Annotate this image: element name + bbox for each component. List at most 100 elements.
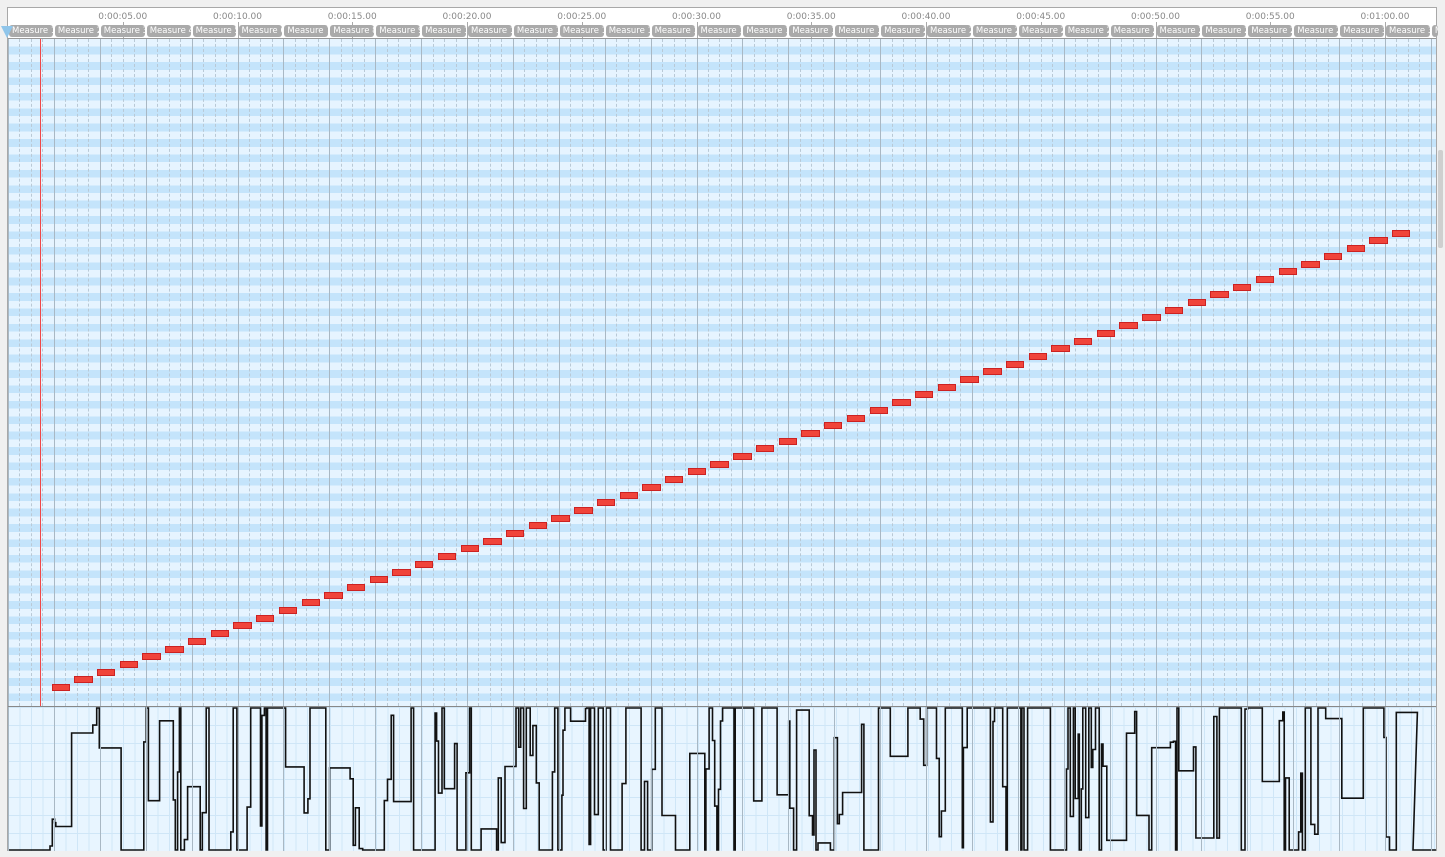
- measure-label[interactable]: Measure 14: [605, 25, 650, 37]
- measure-label[interactable]: Measure 16: [697, 25, 742, 37]
- measure-label[interactable]: Measure 28: [1248, 25, 1293, 37]
- measure-label[interactable]: Measure 8: [330, 25, 375, 37]
- note[interactable]: [142, 653, 161, 661]
- measure-label[interactable]: Measure 25: [1110, 25, 1155, 37]
- note[interactable]: [256, 614, 275, 622]
- measure-label[interactable]: Measure 4: [146, 25, 191, 37]
- measure-label[interactable]: Measure 23: [1018, 25, 1063, 37]
- note[interactable]: [960, 376, 979, 383]
- note[interactable]: [460, 545, 479, 553]
- note[interactable]: [1051, 345, 1070, 353]
- measure-label[interactable]: Measure 2: [54, 25, 99, 37]
- measure-label[interactable]: Measure 24: [1064, 25, 1109, 37]
- note[interactable]: [506, 530, 525, 537]
- note[interactable]: [1074, 337, 1093, 345]
- note[interactable]: [778, 437, 798, 445]
- note[interactable]: [846, 414, 866, 422]
- note[interactable]: [619, 491, 638, 499]
- note[interactable]: [1028, 352, 1047, 360]
- measure-label[interactable]: Measure 10: [422, 25, 466, 37]
- measure-label[interactable]: Measure 32: [1431, 25, 1438, 37]
- note[interactable]: [1392, 229, 1411, 237]
- note[interactable]: [1210, 291, 1229, 299]
- note[interactable]: [1005, 360, 1025, 368]
- note[interactable]: [937, 383, 957, 391]
- note[interactable]: [755, 445, 775, 453]
- note[interactable]: [596, 499, 616, 507]
- note[interactable]: [369, 576, 389, 584]
- measure-label[interactable]: Measure 30: [1340, 25, 1384, 37]
- note[interactable]: [278, 607, 298, 614]
- note[interactable]: [210, 630, 229, 638]
- measure-label[interactable]: Measure 17: [743, 25, 788, 37]
- measure-label[interactable]: Measure 20: [881, 25, 925, 37]
- note[interactable]: [437, 553, 457, 561]
- measure-label[interactable]: Measure 18: [789, 25, 834, 37]
- note[interactable]: [801, 429, 820, 437]
- note[interactable]: [1142, 314, 1161, 322]
- controller-lane[interactable]: [8, 706, 1436, 851]
- note[interactable]: [187, 637, 207, 645]
- note[interactable]: [528, 522, 548, 530]
- measure-label[interactable]: Measure 12: [513, 25, 558, 37]
- beat-line: [868, 39, 870, 706]
- measure-label[interactable]: Measure 15: [651, 25, 696, 37]
- measure-label[interactable]: Measure 13: [559, 25, 604, 37]
- note[interactable]: [914, 391, 934, 399]
- note[interactable]: [51, 684, 70, 691]
- timeline-ruler[interactable]: 0:00:05.00 0:00:10.00 0:00:15.00 0:00:20.00…: [8, 8, 1438, 39]
- measure-label[interactable]: Measure 29: [1294, 25, 1339, 37]
- measure-label[interactable]: Measure 26: [1156, 25, 1201, 37]
- note[interactable]: [97, 668, 116, 676]
- note[interactable]: [983, 368, 1002, 376]
- note[interactable]: [74, 676, 93, 684]
- note[interactable]: [642, 483, 661, 491]
- note[interactable]: [824, 422, 843, 430]
- measure-label[interactable]: Measure 3: [100, 25, 145, 37]
- note[interactable]: [1278, 268, 1297, 276]
- measure-label[interactable]: Measure 7: [284, 25, 329, 37]
- note[interactable]: [233, 622, 252, 630]
- note[interactable]: [1255, 275, 1275, 283]
- note[interactable]: [574, 506, 593, 514]
- note[interactable]: [165, 645, 184, 653]
- note[interactable]: [687, 468, 707, 476]
- measure-label[interactable]: Measure 9: [376, 25, 421, 37]
- measure-label[interactable]: Measure 1: [9, 25, 53, 37]
- note-grid[interactable]: [8, 39, 1436, 706]
- playhead[interactable]: [40, 39, 42, 706]
- note[interactable]: [1323, 252, 1343, 260]
- measure-label[interactable]: Measure 27: [1202, 25, 1247, 37]
- measure-label[interactable]: Measure 22: [972, 25, 1017, 37]
- note[interactable]: [324, 591, 343, 599]
- measure-label[interactable]: Measure 6: [238, 25, 283, 37]
- beat-line: [30, 39, 32, 706]
- note[interactable]: [1369, 237, 1388, 245]
- vertical-scrollbar[interactable]: [1438, 150, 1443, 248]
- note[interactable]: [346, 583, 366, 591]
- note[interactable]: [301, 599, 320, 607]
- measure-label[interactable]: Measure 11: [468, 25, 512, 37]
- note[interactable]: [1119, 322, 1138, 330]
- note[interactable]: [1164, 306, 1184, 314]
- note[interactable]: [1233, 283, 1252, 291]
- note[interactable]: [415, 560, 434, 568]
- note[interactable]: [483, 537, 502, 545]
- start-marker-icon[interactable]: [1, 26, 13, 38]
- note[interactable]: [119, 660, 139, 668]
- note[interactable]: [551, 514, 570, 522]
- note[interactable]: [1301, 260, 1320, 268]
- note[interactable]: [665, 476, 684, 484]
- measure-label[interactable]: Measure 19: [835, 25, 880, 37]
- measure-label[interactable]: Measure 5: [192, 25, 237, 37]
- note[interactable]: [733, 453, 752, 460]
- note[interactable]: [1187, 299, 1206, 306]
- measure-label[interactable]: Measure 21: [927, 25, 971, 37]
- note[interactable]: [892, 399, 911, 407]
- note[interactable]: [1096, 329, 1116, 337]
- note[interactable]: [710, 460, 729, 468]
- note[interactable]: [392, 568, 411, 576]
- note[interactable]: [869, 406, 888, 414]
- measure-label[interactable]: Measure 31: [1386, 25, 1430, 37]
- note[interactable]: [1346, 245, 1366, 253]
